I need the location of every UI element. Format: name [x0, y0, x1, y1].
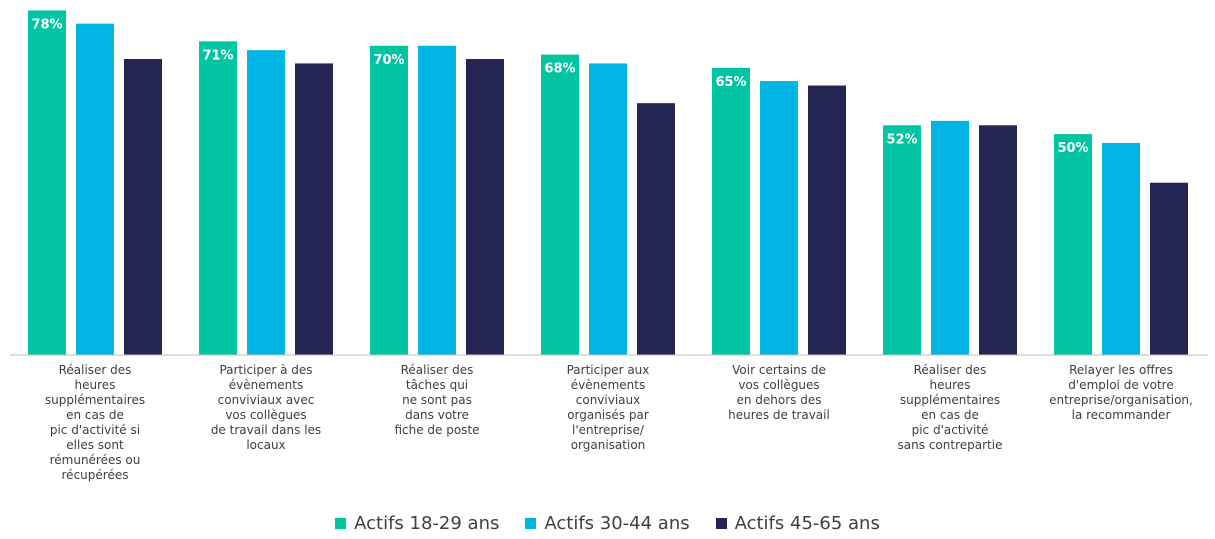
- legend-item-2: Actifs 45-65 ans: [715, 513, 880, 534]
- category-label-2: Réaliser des tâches qui ne sont pas dans vo…: [394, 363, 479, 437]
- data-label-c2: 70%: [373, 53, 404, 68]
- data-label-c1: 71%: [202, 48, 233, 63]
- bar-s1-c4: [760, 81, 798, 356]
- data-label-c3: 68%: [544, 62, 575, 77]
- legend-label: Actifs 30-44 ans: [544, 513, 690, 534]
- category-label-5: Réaliser des heures supplémentaires en cas …: [898, 363, 1003, 452]
- legend-label: Actifs 45-65 ans: [734, 513, 880, 534]
- legend-swatch: [335, 518, 347, 529]
- category-label-1: Participer à des évènements conviviaux ave…: [211, 363, 321, 452]
- bar-s1-c0: [76, 23, 114, 355]
- legend-swatch: [715, 518, 727, 529]
- bar-s1-c1: [247, 50, 285, 355]
- category-label-6: Relayer les offres d'emploi de votre entre…: [1049, 363, 1193, 422]
- bar-s0-c6: [1054, 134, 1092, 355]
- bar-s0-c3: [541, 54, 579, 355]
- bar-s1-c6: [1102, 142, 1140, 355]
- bar-s2-c4: [808, 85, 846, 356]
- bar-s2-c0: [124, 59, 162, 355]
- bar-s0-c5: [883, 125, 921, 356]
- bar-s1-c3: [589, 63, 627, 355]
- bar-s1-c5: [931, 120, 969, 356]
- bar-s2-c6: [1150, 182, 1188, 355]
- legend-item-0: Actifs 18-29 ans: [335, 513, 499, 534]
- legend-swatch: [525, 518, 537, 529]
- bar-chart: 78% 71% 70% 68% 65% 52% 50% Réaliser des heures…: [10, 10, 1208, 482]
- data-labels-group: 78% 71% 70% 68% 65% 52% 50%: [31, 17, 1088, 156]
- bar-s0-c4: [712, 67, 750, 356]
- bar-s2-c5: [979, 125, 1017, 356]
- bar-s0-c1: [199, 41, 237, 356]
- legend: Actifs 18-29 ans Actifs 30-44 ans Actifs 4…: [0, 513, 1215, 534]
- data-label-c4: 65%: [715, 75, 746, 90]
- category-labels-group: Réaliser des heures supplémentaires en cas …: [45, 363, 1193, 482]
- bar-s0-c2: [370, 45, 408, 356]
- legend-label: Actifs 18-29 ans: [354, 513, 500, 534]
- bar-s2-c3: [637, 103, 675, 355]
- category-label-3: Participer aux évènements conviviaux organi…: [567, 363, 650, 452]
- data-label-c6: 50%: [1057, 141, 1088, 156]
- data-label-c0: 78%: [31, 17, 62, 32]
- bar-s1-c2: [418, 45, 456, 356]
- data-label-c5: 52%: [886, 132, 917, 147]
- bar-s2-c2: [466, 59, 504, 355]
- bars-group: [28, 10, 1188, 356]
- legend-item-1: Actifs 30-44 ans: [525, 513, 690, 534]
- category-label-4: Voir certains de vos collègues en dehors d…: [728, 363, 830, 422]
- bar-s0-c0: [28, 10, 66, 355]
- bar-s2-c1: [295, 63, 333, 355]
- category-label-0: Réaliser des heures supplémentaires en cas …: [45, 363, 145, 482]
